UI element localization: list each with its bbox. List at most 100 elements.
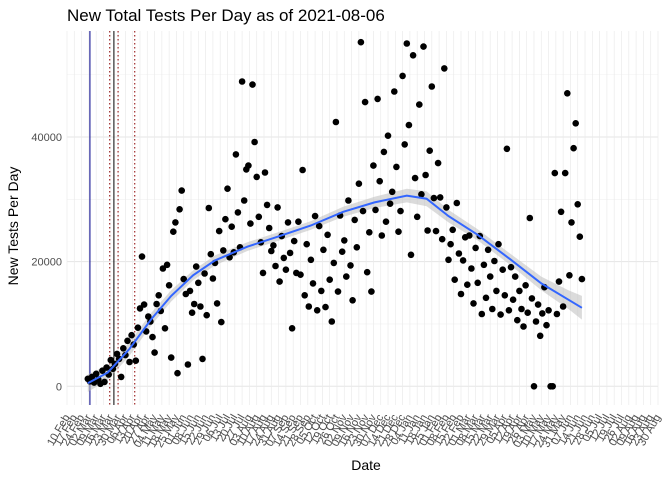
data-point [386,200,394,207]
data-point [428,83,436,90]
data-point [284,219,292,226]
data-point [132,357,140,365]
data-point [249,81,256,88]
data-point [493,287,500,295]
y-tick-label: 0 [56,381,62,393]
data-point [122,351,129,359]
data-point [218,318,225,326]
data-point [301,292,309,299]
data-point [451,276,459,284]
data-points [84,38,586,390]
data-point [499,266,507,274]
data-point [482,294,490,302]
trend-curve [87,194,583,385]
data-point [503,145,511,153]
data-point [459,257,467,264]
data-point [363,268,371,276]
data-point [192,263,200,270]
data-point [466,232,473,239]
data-point [370,162,377,169]
data-point [263,201,271,209]
chart-title: New Total Tests Per Day as of 2021-08-06 [67,6,385,25]
data-point [224,185,231,192]
y-tick-label: 40000 [31,132,62,144]
data-point [155,292,162,299]
data-point [507,263,515,271]
data-point [447,240,454,248]
y-tick-label: 20000 [31,257,62,269]
data-point [165,282,173,289]
data-point [215,227,223,235]
data-point [378,232,386,239]
data-point [355,180,363,187]
data-point [545,307,552,314]
data-point [313,307,321,314]
data-point [124,337,131,345]
data-point [184,361,192,368]
data-point [509,296,517,304]
data-point [253,173,260,181]
data-point [305,303,313,310]
data-point [307,256,315,264]
data-point [497,311,504,318]
data-point [505,307,513,314]
data-point [178,187,185,194]
data-point [268,247,275,255]
data-point [432,227,440,235]
data-point [532,318,540,325]
data-point [384,132,392,139]
data-point [288,325,296,332]
data-point [338,248,346,255]
data-point [420,43,427,50]
data-point [176,206,183,213]
data-point [578,275,586,283]
data-point [324,231,331,239]
data-point [299,166,306,174]
data-point [434,159,442,167]
data-point [528,295,536,302]
data-point [445,256,452,264]
data-point [409,52,417,59]
data-point [453,199,461,207]
data-point [311,212,319,220]
data-point [391,88,398,95]
data-point [561,169,569,177]
data-point [455,250,463,257]
data-point [320,246,327,254]
data-point [520,323,527,330]
data-point [555,278,563,285]
data-point [145,313,152,320]
data-point [576,233,584,240]
data-point [403,40,411,47]
data-point [303,240,311,248]
data-point [140,301,148,308]
data-point [265,224,273,232]
data-point [380,148,388,156]
data-point [197,303,204,310]
data-point [315,222,323,230]
data-point [353,244,361,251]
data-point [514,316,521,324]
data-point [424,227,431,234]
data-point [245,162,252,169]
data-point [399,72,406,80]
data-point [436,194,444,201]
data-point [486,273,494,280]
data-point [272,262,279,270]
data-point [240,197,248,204]
data-point [516,287,523,295]
data-point [201,270,208,277]
data-point [282,266,290,274]
data-point [430,194,438,202]
data-point [543,321,550,329]
data-point [349,297,356,304]
data-point [92,370,100,378]
data-point [174,369,181,377]
data-point [372,206,379,214]
data-point [539,310,546,317]
data-point [309,280,317,287]
data-point [495,240,502,248]
data-point [117,373,125,381]
data-point [199,355,206,363]
